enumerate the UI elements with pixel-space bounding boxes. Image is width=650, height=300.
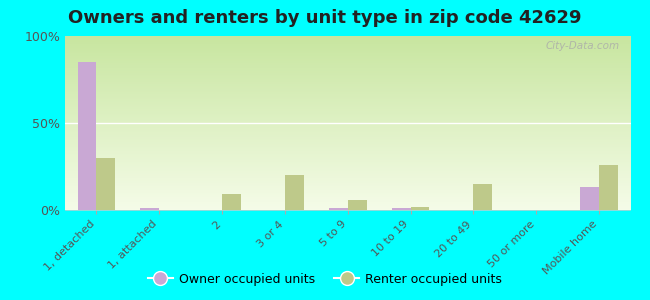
Bar (329, 208, 348, 210)
Bar (222, 194, 241, 210)
Bar (140, 208, 159, 210)
Bar (285, 175, 304, 210)
Bar (96, 158, 115, 210)
Bar (580, 188, 599, 210)
Bar (599, 165, 618, 210)
Legend: Owner occupied units, Renter occupied units: Owner occupied units, Renter occupied un… (143, 268, 507, 291)
Bar (392, 208, 411, 210)
Bar (411, 206, 430, 210)
Text: City-Data.com: City-Data.com (545, 41, 619, 51)
Bar (473, 184, 492, 210)
Bar (77, 62, 96, 210)
Text: Owners and renters by unit type in zip code 42629: Owners and renters by unit type in zip c… (68, 9, 582, 27)
Bar (348, 200, 367, 210)
